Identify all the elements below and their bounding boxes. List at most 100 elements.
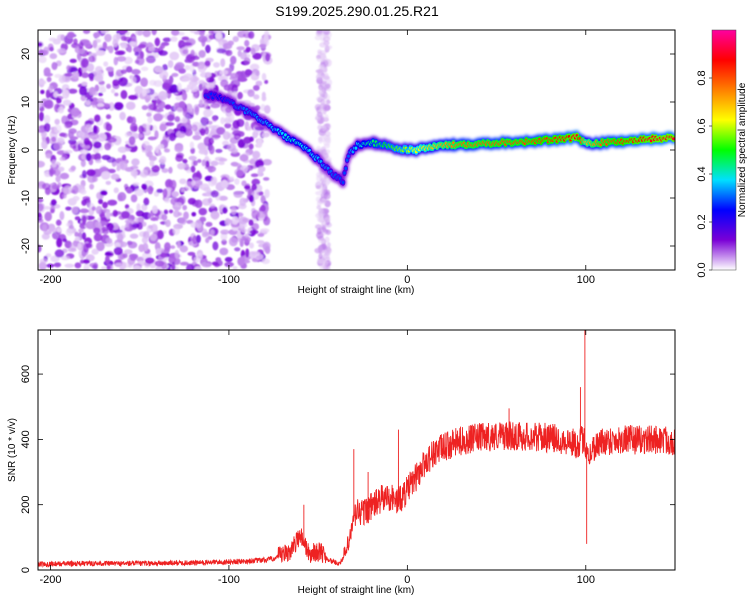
- spectrogram-speckle: [105, 255, 110, 265]
- snr-series-line: [38, 330, 675, 568]
- spectrogram-speckle: [114, 242, 121, 249]
- spectrogram-speckle: [244, 233, 250, 238]
- spectrogram-speckle: [240, 30, 250, 35]
- spectrogram-speckle: [130, 76, 137, 84]
- spectrogram-speckle: [319, 264, 325, 270]
- y-tick-label: 600: [20, 365, 32, 383]
- colorbar-ticks: 0.0 0.2 0.4 0.6 0.8: [696, 70, 712, 278]
- spectrogram-speckle: [194, 219, 202, 229]
- spectrogram-speckle: [322, 72, 329, 81]
- spectrogram-speckle: [132, 182, 140, 186]
- spectrogram-speckle: [42, 224, 48, 232]
- spectrogram-speckle: [38, 56, 47, 64]
- spectrogram-speckle: [246, 126, 252, 130]
- spectrogram-speckle: [324, 83, 331, 89]
- spectrogram-speckle: [145, 98, 150, 103]
- spectrogram-speckle: [316, 205, 322, 210]
- spectrogram-speckle: [55, 219, 62, 226]
- spectrogram-speckle: [259, 43, 267, 48]
- spectrogram-speckle: [228, 176, 235, 181]
- spectrogram-speckle: [162, 188, 168, 198]
- spectrogram-speckle: [184, 181, 194, 191]
- spectrogram-speckle: [199, 30, 205, 36]
- spectrogram-speckle: [53, 262, 62, 268]
- spectrogram-speckle: [134, 85, 144, 95]
- spectrogram-speckle: [158, 90, 168, 101]
- spectrogram-speckle: [102, 201, 108, 209]
- spectrogram-speckle: [153, 66, 164, 73]
- spectrogram-speckle: [120, 69, 127, 74]
- spectrogram-speckle: [101, 103, 111, 108]
- spectrogram-speckle: [170, 36, 178, 42]
- spectrogram-speckle: [101, 226, 109, 232]
- spectrogram-speckle: [110, 88, 116, 94]
- spectrogram-speckle: [38, 80, 47, 85]
- spectrogram-speckle: [318, 253, 323, 260]
- spectrogram-speckle: [149, 159, 155, 167]
- spectrogram-speckle: [230, 207, 237, 215]
- x-tick-label: -200: [39, 274, 61, 286]
- spectrogram-speckle: [60, 255, 71, 261]
- colorbar-tick-label: 0.4: [696, 166, 708, 181]
- spectrogram-speckle: [69, 141, 79, 149]
- spectrogram-speckle: [136, 55, 142, 60]
- spectrogram-speckle: [171, 72, 179, 78]
- spectrogram-speckle: [317, 124, 323, 131]
- spectrogram-speckle: [105, 66, 114, 72]
- spectrogram-speckle: [82, 30, 91, 34]
- spectrogram-speckle: [129, 255, 137, 261]
- spectrogram-speckle: [116, 33, 121, 40]
- spectrogram-speckle: [44, 211, 52, 222]
- x-tick-label: -100: [218, 274, 240, 286]
- spectrogram-speckle: [131, 69, 141, 75]
- spectrogram-speckle: [199, 128, 206, 136]
- y-tick-label: 0: [20, 147, 32, 153]
- spectrogram-speckle: [50, 208, 55, 214]
- signal-core: [203, 90, 675, 186]
- spectrogram-speckle: [190, 85, 199, 92]
- spectrogram-speckle: [140, 169, 149, 178]
- spectrogram-speckle: [146, 112, 152, 117]
- spectrogram-speckle: [92, 125, 100, 135]
- chart-title: S199.2025.290.01.25.R21: [275, 3, 439, 19]
- spectrogram-speckle: [43, 46, 50, 56]
- spectrogram-speckle: [215, 148, 223, 153]
- spectrogram-speckle: [64, 73, 74, 77]
- spectrogram-speckle: [182, 107, 188, 117]
- spectrogram-speckle: [161, 214, 168, 221]
- spectrogram-speckle: [104, 142, 112, 151]
- spectrogram-speckle: [53, 124, 62, 134]
- spectrogram-speckle: [324, 131, 331, 137]
- spectrogram-speckle: [316, 111, 323, 118]
- snr-panel: -200 -100 0 100 0 200 400 600 Height of straig…: [7, 329, 676, 596]
- spectrogram-speckle: [182, 205, 188, 211]
- spectrogram-speckle: [210, 210, 220, 220]
- spectrogram-speckle: [227, 143, 236, 152]
- spectrogram-speckle: [168, 84, 179, 94]
- spectrogram-speckle: [68, 128, 77, 134]
- spectrogram-speckle: [215, 32, 223, 40]
- spectrogram-speckle: [112, 79, 120, 87]
- spectrogram-speckle: [141, 236, 149, 244]
- spectrogram-speckle: [157, 151, 162, 156]
- spectrogram-speckle: [118, 241, 128, 248]
- spectrogram-speckle: [72, 71, 80, 80]
- colorbar-tick-label: 0.8: [696, 70, 708, 85]
- spectrogram-speckle: [202, 231, 211, 237]
- spectrogram-speckle: [41, 233, 50, 240]
- spectrogram-speckle: [91, 91, 98, 96]
- spectrogram-speckle: [218, 41, 224, 48]
- spectrogram-speckle: [136, 256, 145, 262]
- spectrogram-speckle: [132, 265, 142, 270]
- spectrogram-speckle: [230, 55, 237, 65]
- spectrogram-speckle: [232, 162, 242, 167]
- spectrogram-y-axis-label: Frequency (Hz): [7, 116, 18, 185]
- spectrogram-speckle: [38, 244, 42, 253]
- spectrogram-speckle: [153, 53, 159, 59]
- spectrogram-speckle: [83, 243, 89, 253]
- signal-peak: [354, 146, 358, 150]
- spectrogram-speckle: [107, 168, 116, 174]
- spectrogram-speckle: [198, 99, 203, 107]
- spectrogram-speckle: [198, 79, 206, 85]
